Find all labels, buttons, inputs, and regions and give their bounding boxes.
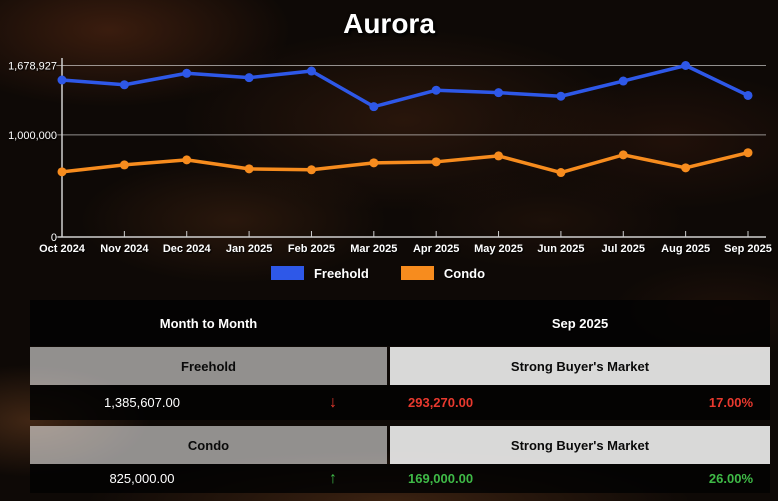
data-point-condo (306, 165, 316, 175)
x-axis-tick-label: Sep 2025 (724, 243, 772, 255)
condo-legend-swatch (400, 266, 434, 280)
condo-trend-up-icon: ↑ (329, 470, 337, 487)
freehold-market-status: Strong Buyer's Market (390, 347, 770, 385)
series-line-condo (60, 150, 750, 175)
y-axis-tick-label: 1,000,000 (8, 130, 57, 142)
x-axis-tick-label: May 2025 (474, 243, 523, 255)
data-point-freehold (681, 61, 691, 70)
data-point-freehold (494, 88, 504, 98)
data-point-condo (369, 158, 379, 168)
x-axis-tick-label: Jul 2025 (602, 243, 645, 255)
chart-legend: Freehold Condo (0, 263, 778, 283)
freehold-label: Freehold (30, 347, 387, 385)
freehold-legend-label: Freehold (313, 265, 369, 281)
y-axis-tick-label: 0 (51, 232, 57, 244)
data-point-condo (244, 164, 254, 174)
data-point-freehold (369, 102, 379, 112)
data-point-freehold (743, 90, 753, 100)
y-axis-tick-label: 1,678,927 (8, 61, 57, 73)
data-point-freehold (57, 75, 67, 85)
data-point-condo (743, 148, 753, 158)
freehold-trend-down-icon: ↓ (329, 394, 337, 411)
series-line-freehold (60, 63, 750, 109)
data-point-condo (681, 163, 691, 173)
market-stats-table: Month to Month Sep 2025 Freehold Strong … (30, 300, 770, 493)
page-title: Aurora (343, 8, 435, 39)
data-point-condo (618, 150, 628, 160)
data-point-freehold (244, 73, 254, 83)
condo-change-value: 169,000.00 (408, 471, 474, 486)
condo-label: Condo (30, 426, 387, 464)
x-axis-tick-label: Oct 2024 (39, 243, 86, 255)
freehold-values-row: 1,385,607.00 ↓ 293,270.00 17.00% (30, 385, 770, 420)
x-axis-tick-label: Apr 2025 (413, 243, 459, 255)
table-header-row: Month to Month Sep 2025 (30, 300, 770, 346)
data-point-condo (556, 168, 566, 178)
x-axis-tick-label: Feb 2025 (288, 243, 335, 255)
data-point-condo (494, 151, 504, 161)
data-point-freehold (306, 66, 316, 76)
condo-market-status: Strong Buyer's Market (390, 426, 770, 464)
price-trend-chart: 0 1,000,000 1,678,927 Oct 2024 Nov 2024 Dec 2… (8, 58, 772, 255)
freehold-change-percent: 17.00% (708, 395, 753, 410)
x-axis-tick-label: Jun 2025 (537, 243, 584, 255)
data-point-condo (431, 157, 441, 167)
data-point-freehold (119, 80, 129, 90)
data-point-condo (182, 155, 192, 165)
x-axis-tick-label: Aug 2025 (661, 243, 710, 255)
data-point-freehold (556, 91, 566, 101)
freehold-legend-swatch (270, 266, 304, 280)
condo-label-row: Condo Strong Buyer's Market (30, 426, 770, 464)
x-axis-tick-label: Mar 2025 (350, 243, 397, 255)
x-axis-tick-label: Nov 2024 (100, 243, 149, 255)
data-point-freehold (618, 76, 628, 86)
condo-change-percent: 26.00% (708, 471, 753, 486)
data-point-condo (57, 167, 67, 177)
x-axis-tick-label: Jan 2025 (226, 243, 272, 255)
data-point-condo (119, 160, 129, 170)
freehold-label-row: Freehold Strong Buyer's Market (30, 347, 770, 385)
x-axis-tick-label: Dec 2024 (163, 243, 212, 255)
data-point-freehold (182, 68, 192, 78)
condo-legend-label: Condo (443, 265, 486, 281)
header-current-month: Sep 2025 (551, 315, 609, 331)
condo-price: 825,000.00 (109, 471, 175, 486)
header-month-to-month: Month to Month (159, 315, 258, 331)
freehold-price: 1,385,607.00 (104, 395, 180, 410)
data-point-freehold (431, 85, 441, 95)
freehold-change-value: 293,270.00 (408, 395, 474, 410)
condo-values-row: 825,000.00 ↑ 169,000.00 26.00% (30, 464, 770, 493)
